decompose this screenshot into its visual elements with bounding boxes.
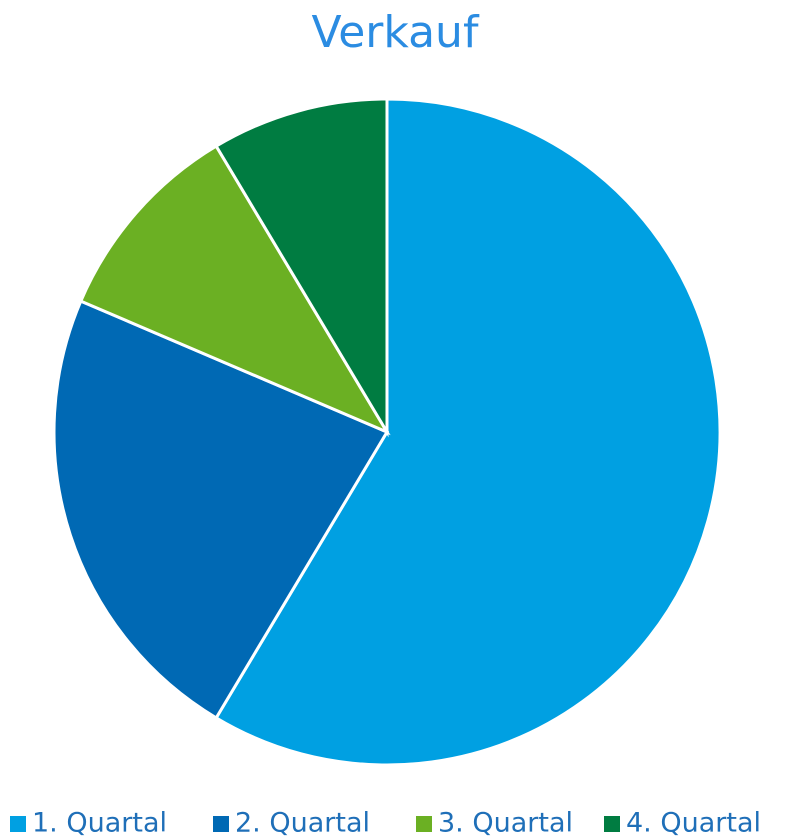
chart-title: Verkauf [312,7,480,58]
legend-label: 3. Quartal [438,808,573,839]
pie-slice [214,97,722,767]
pie-slice [214,97,389,438]
legend-swatch [213,816,229,832]
legend-swatch [10,816,26,832]
legend-swatch [416,816,432,832]
legend-swatch [604,816,620,832]
legend-label: 1. Quartal [32,808,167,839]
pie-slice [52,299,390,720]
legend-label: 4. Quartal [626,808,761,839]
pie-slice [78,144,391,436]
legend-label: 2. Quartal [235,808,370,839]
